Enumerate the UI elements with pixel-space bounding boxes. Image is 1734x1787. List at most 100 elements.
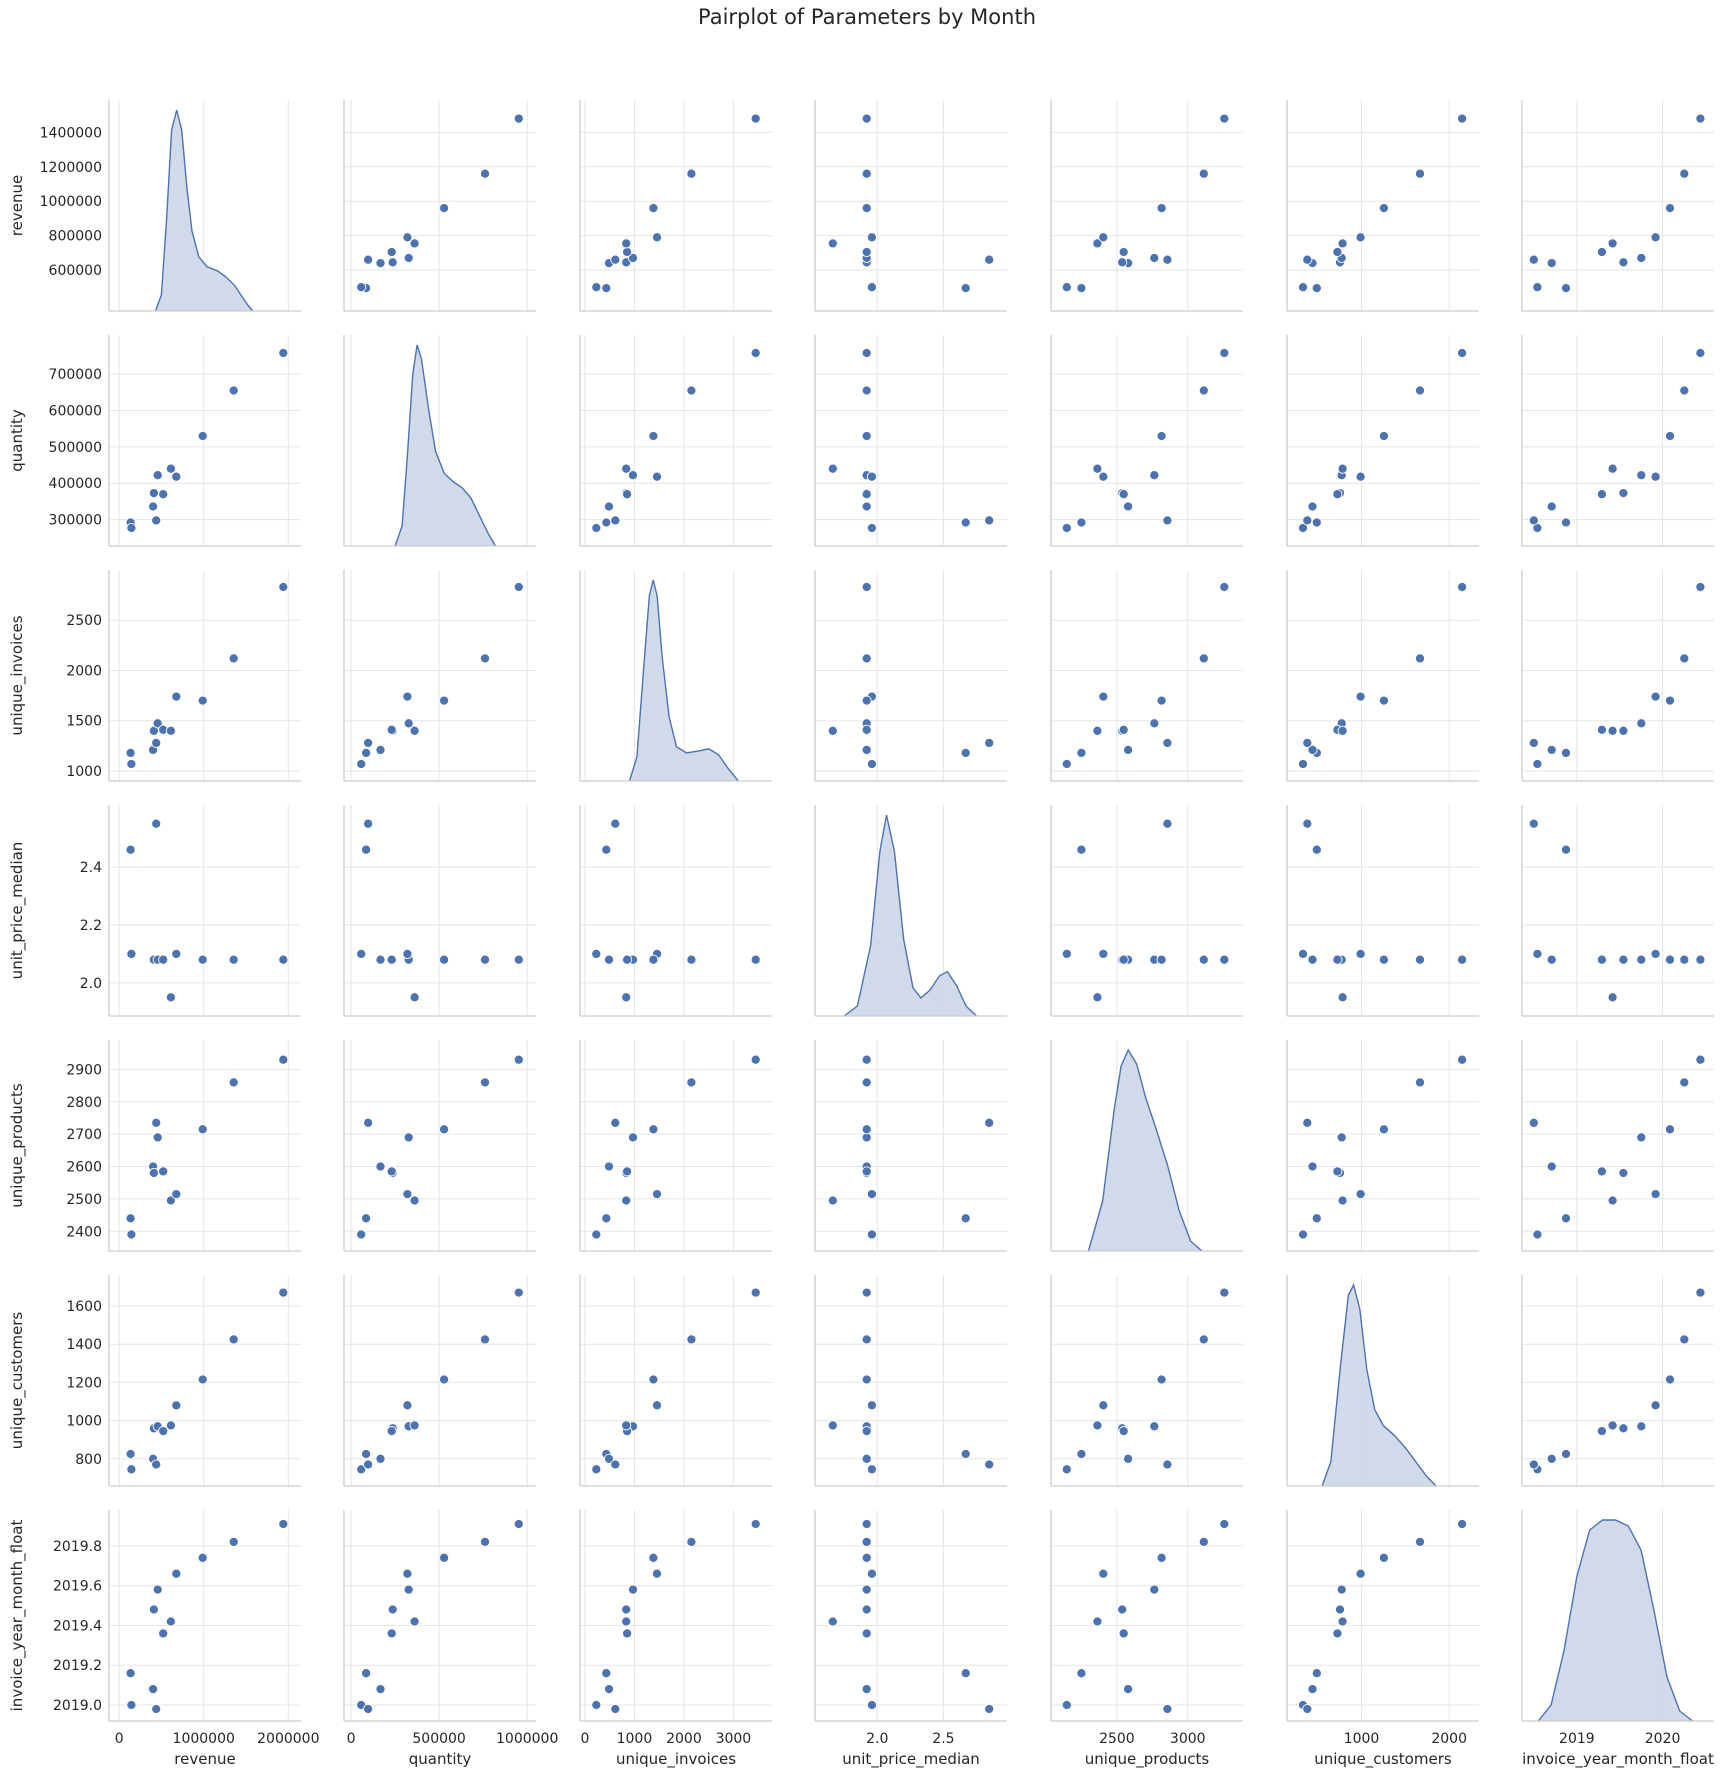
point-10 (686, 954, 697, 965)
point-0 (1560, 844, 1572, 855)
point-0 (960, 747, 971, 758)
point-7 (1337, 1195, 1348, 1206)
point-11 (1695, 954, 1706, 965)
point-6 (861, 1628, 872, 1639)
panel-quantity-vs-unique_invoices (579, 335, 772, 547)
point-8 (651, 471, 663, 482)
point-11 (750, 1518, 761, 1530)
y-axis-label-invoice_year_month_float: invoice_year_month_float (8, 1520, 27, 1712)
chart-title: Pairplot of Parameters by Month (697, 5, 1037, 29)
point-7 (1607, 1195, 1618, 1206)
y-tick-label: 2019.2 (53, 1658, 102, 1674)
point-0 (601, 517, 612, 528)
point-8 (171, 948, 182, 959)
panel-unit_price_median-vs-unique_products (1050, 805, 1243, 1017)
point-11 (1695, 581, 1706, 593)
point-2 (603, 501, 615, 512)
point-1 (866, 1229, 877, 1240)
point-9 (1664, 695, 1676, 706)
point-11 (1695, 1287, 1706, 1298)
panel-revenue-vs-quantity (343, 100, 536, 312)
point-2 (603, 1161, 615, 1172)
x-tick-label: 2000000 (257, 1731, 319, 1747)
point-7 (1337, 1616, 1348, 1627)
point-4 (363, 818, 374, 829)
point-4 (1528, 1459, 1539, 1470)
y-axis-label-revenue: revenue (8, 175, 26, 236)
point-1 (866, 1464, 877, 1475)
point-9 (1664, 430, 1676, 442)
point-2 (1546, 501, 1557, 512)
y-tick-label: 700000 (49, 367, 102, 383)
point-11 (513, 1518, 524, 1530)
point-10 (1198, 168, 1209, 179)
point-7 (621, 238, 632, 249)
point-8 (866, 1568, 877, 1579)
point-6 (622, 489, 633, 500)
y-axis-label-quantity: quantity (8, 409, 26, 472)
point-4 (363, 254, 374, 265)
panel-unit_price_median-vs-revenue (108, 805, 301, 1017)
point-8 (402, 1189, 413, 1200)
x-tick-label: 3000 (716, 1731, 752, 1747)
point-0 (1560, 1213, 1572, 1224)
point-1 (126, 1229, 137, 1240)
y-tick-label: 1000 (66, 1414, 102, 1430)
point-0 (1311, 517, 1322, 528)
panel-unique_invoices-vs-unit_price_median (814, 570, 1007, 782)
point-10 (861, 385, 872, 396)
panel-unique_customers-vs-unique_invoices (579, 1275, 772, 1487)
point-10 (1414, 1077, 1426, 1088)
x-tick-label: 3000 (1170, 1731, 1206, 1747)
panel-unique_products-vs-unique_customers (1286, 1040, 1479, 1252)
point-0 (361, 1668, 372, 1679)
point-7 (165, 1420, 176, 1431)
point-6 (1332, 489, 1343, 500)
point-8 (402, 948, 413, 959)
point-9 (1664, 203, 1676, 214)
point-6 (386, 724, 397, 735)
panel-unit_price_median-vs-unique_customers (1286, 805, 1479, 1017)
point-9 (197, 1374, 208, 1385)
kde-fill-unique_invoices (629, 580, 739, 781)
point-5 (1149, 1421, 1160, 1432)
point-5 (152, 1584, 163, 1595)
point-11 (1457, 1518, 1468, 1530)
point-5 (1149, 718, 1160, 729)
point-10 (861, 653, 872, 664)
point-7 (1092, 992, 1103, 1003)
point-1 (1297, 282, 1309, 293)
point-6 (861, 489, 872, 500)
y-tick-label: 2500 (66, 613, 102, 629)
y-tick-label: 2019.6 (53, 1579, 102, 1595)
panel-unique_customers-vs-unique_products (1050, 1275, 1243, 1487)
panel-invoice_year_month_float-vs-unique_invoices (579, 1510, 772, 1722)
point-7 (827, 463, 838, 474)
point-8 (1650, 948, 1661, 959)
point-6 (861, 1166, 872, 1177)
point-2 (1546, 744, 1557, 755)
panel-unique_customers-vs-invoice_year_month_float (1521, 1275, 1714, 1487)
point-2 (1546, 258, 1557, 269)
point-3 (1117, 257, 1128, 268)
point-4 (1528, 818, 1539, 829)
point-4 (363, 737, 374, 748)
point-6 (1596, 246, 1607, 258)
point-2 (1307, 954, 1318, 965)
point-5 (152, 470, 163, 481)
point-2 (861, 1453, 872, 1464)
point-9 (648, 430, 659, 442)
point-4 (1162, 1703, 1173, 1715)
point-4 (363, 1459, 374, 1470)
x-tick-label: 2019 (1559, 1731, 1595, 1747)
point-10 (1414, 168, 1426, 179)
point-1 (1297, 522, 1309, 534)
panel-invoice_year_month_float-vs-unique_products (1050, 1510, 1243, 1722)
y-tick-label: 600000 (49, 263, 102, 279)
point-6 (861, 1426, 872, 1437)
panel-unique_invoices-vs-revenue (108, 570, 301, 782)
point-5 (1636, 954, 1647, 965)
x-axis-label-unit_price_median: unit_price_median (842, 1750, 980, 1769)
